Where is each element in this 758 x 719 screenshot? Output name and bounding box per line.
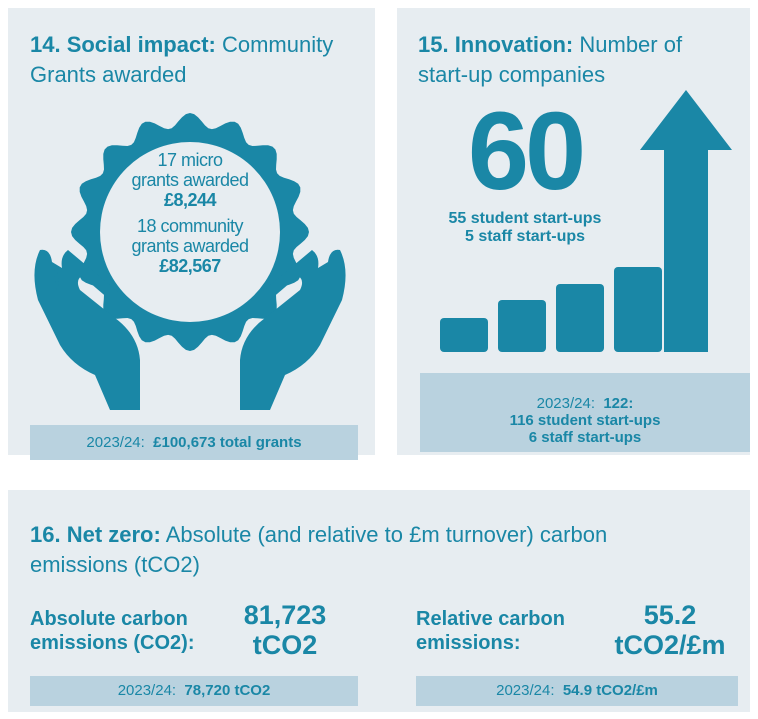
- footer-value: £100,673 total grants: [153, 434, 301, 451]
- footer-year: 2023/24:: [537, 395, 595, 412]
- title-bold: 15. Innovation:: [418, 32, 573, 57]
- title-bold: 14. Social impact:: [30, 32, 216, 57]
- footer-value: 122:: [603, 395, 633, 412]
- title: 15. Innovation: Number of start-up compa…: [418, 30, 738, 90]
- footer-year: 2023/24:: [118, 682, 176, 699]
- footer-value: 116 student start-ups: [510, 412, 661, 429]
- value-line: tCO2/£m: [600, 630, 740, 660]
- value-line: 81,723: [225, 600, 345, 630]
- big-number: 60: [440, 92, 610, 212]
- detail: 55 student start-ups: [425, 210, 625, 228]
- footer-value: 78,720 tCO2: [184, 682, 270, 699]
- value-line: tCO2: [225, 630, 345, 660]
- page: 14. Social impact: Community Grants awar…: [0, 0, 758, 719]
- details: 55 student start-ups 5 staff start-ups: [425, 210, 625, 246]
- badge-line: 17 micro: [110, 150, 270, 170]
- badge-line: 18 community: [110, 216, 270, 236]
- title: 16. Net zero: Absolute (and relative to …: [30, 520, 670, 580]
- label-line: Absolute carbon: [30, 607, 194, 631]
- badge-line: grants awarded: [110, 170, 270, 190]
- footer: 2023/24: £100,673 total grants: [30, 425, 358, 460]
- detail: 5 staff start-ups: [425, 228, 625, 246]
- value-line: 55.2: [600, 600, 740, 630]
- footer: 2023/24: 78,720 tCO2: [30, 676, 358, 706]
- label-line: emissions (CO2):: [30, 631, 194, 655]
- label-line: emissions:: [416, 631, 565, 655]
- label-line: Relative carbon: [416, 607, 565, 631]
- title-bold: 16. Net zero:: [30, 522, 161, 547]
- badge-line: grants awarded: [110, 236, 270, 256]
- footer-year: 2023/24:: [496, 682, 554, 699]
- footer-value: 6 staff start-ups: [529, 429, 642, 446]
- badge-amount: £82,567: [110, 256, 270, 276]
- footer: 2023/24: 122: 116 student start-ups 6 st…: [420, 373, 750, 452]
- title: 14. Social impact: Community Grants awar…: [30, 30, 370, 90]
- footer-year: 2023/24:: [86, 434, 144, 451]
- footer: 2023/24: 54.9 tCO2/£m: [416, 676, 738, 706]
- badge-amount: £8,244: [110, 190, 270, 210]
- badge-text: 17 micro grants awarded £8,244 18 commun…: [110, 150, 270, 276]
- footer-value: 54.9 tCO2/£m: [563, 682, 658, 699]
